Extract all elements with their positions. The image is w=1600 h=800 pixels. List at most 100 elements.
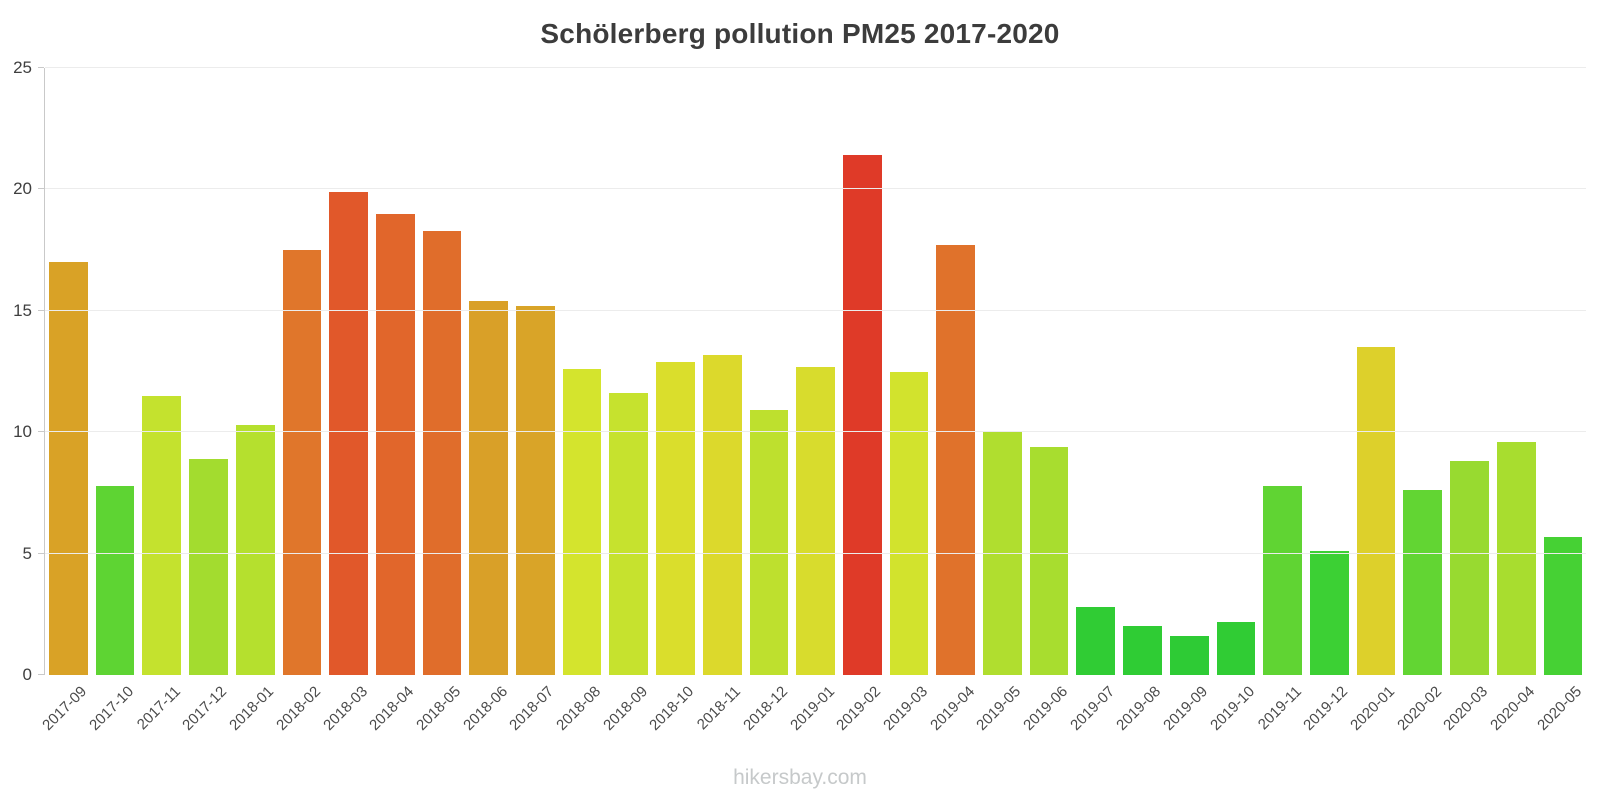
bar-slot: 2019-10 bbox=[1207, 68, 1260, 734]
x-tick-label: 2020-04 bbox=[1487, 683, 1539, 734]
bar-2018-05 bbox=[422, 230, 462, 675]
gridline bbox=[45, 552, 1586, 554]
watermark: hikersbay.com bbox=[733, 766, 867, 789]
bars: 2017-09 2017-10 2017-11 2017-12 2018-01 2018-… bbox=[39, 68, 1587, 734]
bar-slot: 2019-08 bbox=[1114, 68, 1166, 734]
x-tick-label: 2019-09 bbox=[1160, 683, 1212, 734]
bar-2018-01 bbox=[235, 424, 275, 675]
bar-2019-01 bbox=[796, 366, 835, 675]
bar-slot: 2019-11 bbox=[1255, 68, 1306, 733]
y-tick-mark bbox=[38, 309, 44, 311]
bar-2018-12 bbox=[749, 410, 789, 675]
x-tick-label: 2019-02 bbox=[833, 683, 885, 734]
y-tick-label: 25 bbox=[13, 58, 32, 77]
x-tick-label: 2018-02 bbox=[272, 683, 324, 734]
gridline bbox=[45, 67, 1586, 68]
x-tick-label: 2017-11 bbox=[133, 683, 184, 734]
bar-slot: 2018-02 bbox=[273, 68, 326, 734]
bar-2017-11 bbox=[142, 395, 182, 675]
x-tick-label: 2019-04 bbox=[926, 683, 978, 734]
bar-slot: 2017-12 bbox=[180, 68, 232, 734]
bar-2017-12 bbox=[189, 458, 228, 675]
x-tick-label: 2018-01 bbox=[226, 683, 278, 734]
bar-slot: 2019-01 bbox=[787, 68, 839, 734]
chart-title: Schölerberg pollution PM25 2017-2020 bbox=[540, 18, 1060, 49]
x-tick-label: 2018-11 bbox=[694, 683, 745, 734]
bar-2018-02 bbox=[282, 250, 322, 675]
x-tick-label: 2018-03 bbox=[319, 683, 371, 734]
bar-slot: 2019-12 bbox=[1300, 68, 1353, 734]
bar-slot: 2019-05 bbox=[973, 68, 1026, 734]
bar-2018-11 bbox=[702, 354, 742, 675]
x-tick-label: 2018-07 bbox=[506, 683, 558, 734]
bar-slot: 2020-01 bbox=[1347, 68, 1400, 734]
bar-2019-02 bbox=[842, 155, 882, 675]
x-tick-label: 2018-05 bbox=[413, 683, 465, 734]
bar-slot: 2018-09 bbox=[600, 68, 652, 734]
bar-slot: 2018-10 bbox=[647, 68, 699, 734]
bar-2019-03 bbox=[889, 371, 929, 675]
y-tick-label: 5 bbox=[22, 543, 32, 563]
gridline bbox=[45, 188, 1586, 190]
bar-slot: 2019-07 bbox=[1067, 68, 1119, 734]
bar-2019-06 bbox=[1029, 446, 1069, 675]
y-tick-label: 20 bbox=[13, 179, 32, 199]
x-tick-label: 2019-01 bbox=[786, 683, 838, 734]
bar-2020-04 bbox=[1496, 441, 1536, 675]
x-tick-label: 2018-09 bbox=[599, 683, 651, 734]
bar-slot: 2017-11 bbox=[134, 68, 185, 733]
bar-slot: 2020-02 bbox=[1394, 68, 1446, 734]
bar-slot: 2018-06 bbox=[460, 68, 512, 734]
bar-slot: 2019-09 bbox=[1160, 68, 1213, 734]
x-tick-label: 2019-03 bbox=[880, 683, 932, 734]
bar-2018-06 bbox=[469, 301, 509, 675]
bar-2019-04 bbox=[936, 245, 976, 675]
gridline bbox=[45, 309, 1586, 311]
x-tick-label: 2018-08 bbox=[553, 683, 605, 734]
x-tick-label: 2020-01 bbox=[1347, 683, 1399, 734]
x-tick-label: 2018-10 bbox=[646, 683, 698, 734]
bar-slot: 2018-03 bbox=[320, 68, 372, 734]
bar-slot: 2020-03 bbox=[1441, 68, 1493, 734]
bar-2017-10 bbox=[95, 485, 135, 675]
x-tick-label: 2020-03 bbox=[1440, 683, 1492, 734]
x-tick-label: 2018-12 bbox=[739, 683, 791, 734]
x-tick-label: 2017-10 bbox=[86, 683, 138, 734]
bar-2018-10 bbox=[656, 361, 695, 675]
bar-2020-03 bbox=[1450, 461, 1489, 675]
x-tick-label: 2017-09 bbox=[39, 683, 91, 734]
bar-2019-08 bbox=[1123, 626, 1162, 675]
gridline bbox=[45, 431, 1586, 433]
plot-area: 2017-09 2017-10 2017-11 2017-12 2018-01 2018-… bbox=[39, 67, 1587, 734]
bar-slot: 2020-04 bbox=[1487, 68, 1540, 734]
bar-slot: 2018-07 bbox=[506, 68, 559, 734]
bar-slot: 2018-08 bbox=[553, 68, 606, 734]
bar-2020-02 bbox=[1403, 490, 1443, 675]
bar-2019-12 bbox=[1309, 551, 1349, 675]
x-tick-label: 2020-02 bbox=[1393, 683, 1445, 734]
y-tick-label: 10 bbox=[13, 422, 32, 442]
y-tick-mark bbox=[38, 188, 44, 190]
bar-2020-01 bbox=[1356, 347, 1396, 675]
x-tick-label: 2018-04 bbox=[366, 683, 418, 734]
bar-slot: 2019-04 bbox=[927, 68, 979, 734]
bar-slot: 2017-09 bbox=[39, 68, 92, 734]
y-tick-mark bbox=[38, 431, 44, 433]
x-tick-label: 2019-06 bbox=[1020, 683, 1072, 734]
bar-2018-07 bbox=[516, 305, 555, 675]
bar-slot: 2018-12 bbox=[740, 68, 793, 734]
bar-2018-08 bbox=[562, 369, 602, 675]
bar-slot: 2018-04 bbox=[366, 68, 419, 734]
y-tick-label: 0 bbox=[22, 665, 32, 684]
bar-slot: 2020-05 bbox=[1534, 68, 1587, 734]
bar-slot: 2018-05 bbox=[413, 68, 466, 734]
y-tick-label: 15 bbox=[13, 300, 32, 320]
x-tick-label: 2019-11 bbox=[1254, 683, 1305, 734]
bar-2019-11 bbox=[1263, 485, 1302, 675]
bar-slot: 2019-06 bbox=[1020, 68, 1073, 734]
bar-slot: 2018-01 bbox=[226, 68, 279, 734]
y-tick-mark bbox=[38, 552, 44, 554]
x-tick-label: 2019-05 bbox=[973, 683, 1025, 734]
bar-2018-04 bbox=[375, 213, 415, 675]
